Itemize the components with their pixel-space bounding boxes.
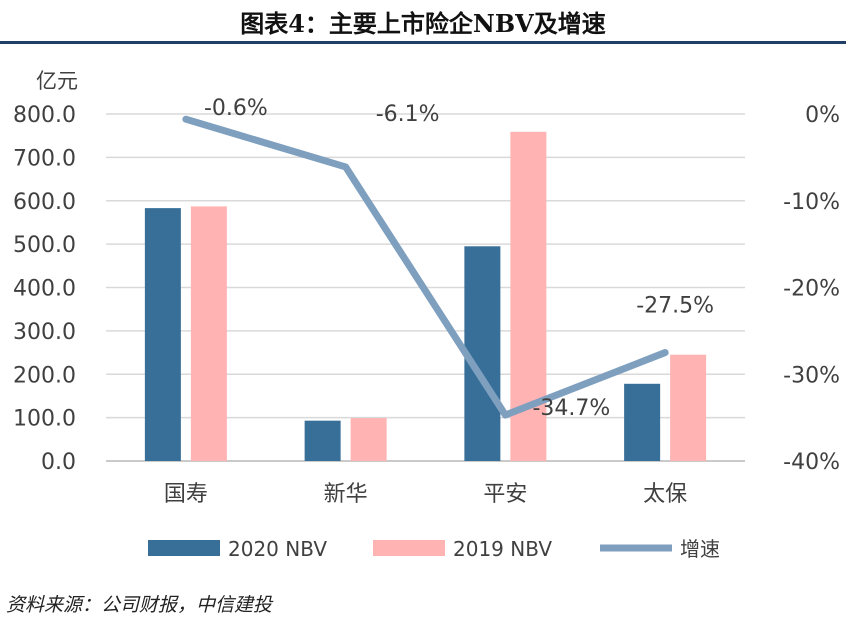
- bar-2019: [190, 206, 227, 461]
- x-tick-label: 新华: [324, 482, 368, 507]
- y2-tick-label: -20%: [783, 277, 840, 302]
- y2-tick-label: -40%: [783, 450, 840, 475]
- legend-swatch: [373, 540, 445, 556]
- chart-title: 图表4：主要上市险企NBV及增速: [240, 9, 606, 38]
- growth-line: -0.6% -6.1% -34.7% -27.5%: [182, 96, 714, 421]
- legend-label: 增速: [680, 537, 720, 561]
- y2-tick-label: 0%: [805, 103, 840, 128]
- bar-2020: [464, 246, 501, 461]
- bar-2019: [670, 354, 707, 461]
- y-tick-label: 800.0: [13, 103, 76, 128]
- bars: [144, 131, 707, 461]
- legend-label: 2020 NBV: [228, 537, 327, 561]
- bar-2020: [144, 208, 181, 461]
- y-tick-label: 700.0: [13, 146, 76, 171]
- x-tick-label: 国寿: [164, 482, 208, 507]
- growth-data-label: -0.6%: [204, 96, 268, 121]
- growth-data-label: -34.7%: [532, 396, 610, 421]
- x-axis-ticks: 国寿 新华 平安 太保: [164, 482, 687, 507]
- growth-data-label: -27.5%: [636, 294, 714, 319]
- y-axis-unit: 亿元: [36, 69, 78, 93]
- y-tick-label: 600.0: [13, 190, 76, 215]
- bar-2020: [624, 383, 661, 461]
- y-tick-label: 400.0: [13, 277, 76, 302]
- growth-line-path: [182, 115, 669, 419]
- y-tick-label: 0.0: [41, 450, 76, 475]
- legend-label: 2019 NBV: [453, 537, 552, 561]
- y2-tick-label: -30%: [783, 363, 840, 388]
- x-tick-label: 太保: [643, 482, 687, 507]
- x-tick-label: 平安: [483, 482, 527, 507]
- y-tick-label: 300.0: [13, 320, 76, 345]
- legend: 2020 NBV 2019 NBV 增速: [148, 537, 720, 561]
- y-tick-label: 100.0: [13, 407, 76, 432]
- growth-data-label: -6.1%: [376, 102, 440, 127]
- legend-swatch: [148, 540, 220, 556]
- bar-2019: [350, 418, 387, 461]
- source-note: 资料来源：公司财报，中信建投: [6, 594, 273, 616]
- y-tick-label: 200.0: [13, 363, 76, 388]
- y-tick-label: 500.0: [13, 233, 76, 258]
- y2-tick-label: -10%: [783, 190, 840, 215]
- y2-axis-ticks: -40% -30% -20% -10% 0%: [783, 103, 840, 475]
- title-divider: [0, 41, 846, 44]
- y-axis-ticks: 0.0 100.0 200.0 300.0 400.0 500.0 600.0 700.0 80…: [13, 103, 76, 475]
- bar-2020: [304, 420, 341, 461]
